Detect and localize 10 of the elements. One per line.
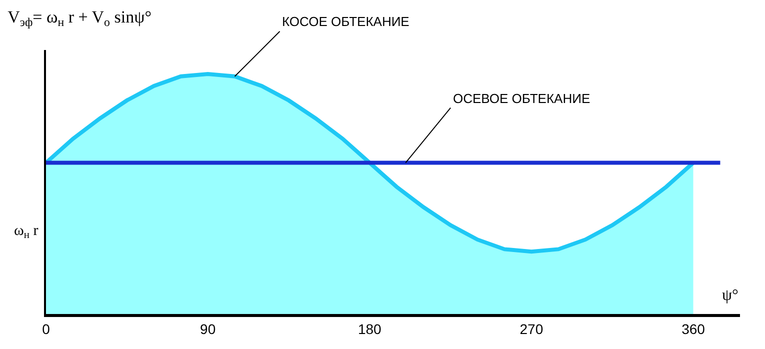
annotation: ОСЕВОЕ ОБТЕКАНИЕ — [453, 91, 590, 106]
chart-title: V$_{эф}$= ω$_{н}$ r + V$_{о}$ sinψ° — [8, 7, 152, 29]
x-tick-label: 180 — [358, 320, 382, 337]
x-axis-title: ψ° — [722, 287, 738, 304]
x-tick-label: 0 — [42, 320, 50, 337]
text: ω$_{н}$ r — [14, 223, 38, 242]
annotation: КОСОЕ ОБТЕКАНИЕ — [282, 14, 410, 29]
x-tick-label: 360 — [682, 320, 706, 337]
x-tick-label: 270 — [520, 320, 544, 337]
x-tick-label: 90 — [200, 320, 216, 337]
